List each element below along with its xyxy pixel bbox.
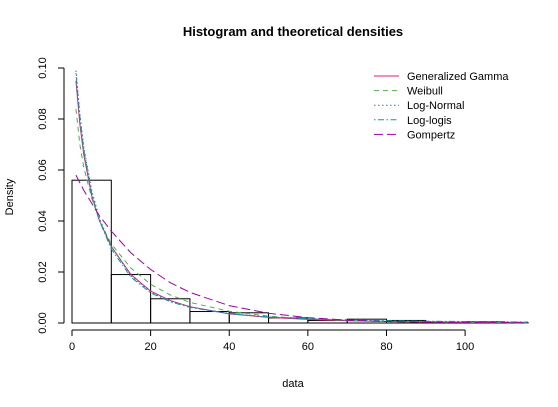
x-tick-label-1: 20 xyxy=(144,341,156,353)
x-tick-label-5: 100 xyxy=(456,341,474,353)
legend: Generalized Gamma Weibull Log-Normal Log-lo… xyxy=(374,71,509,141)
x-axis-label: data xyxy=(282,378,304,390)
histogram-bar-2 xyxy=(150,298,191,324)
density-curve-4 xyxy=(75,174,529,324)
chart-title: Histogram and theoretical densities xyxy=(183,24,403,39)
x-axis: 0 20 40 60 80 100 xyxy=(69,329,474,353)
histogram-bar-0 xyxy=(71,179,112,324)
y-tick-label-1: 0.02 xyxy=(37,261,49,282)
x-tick-label-2: 40 xyxy=(223,341,235,353)
density-curves xyxy=(75,70,529,324)
density-curve-2 xyxy=(75,70,529,323)
legend-label-0: Generalized Gamma xyxy=(407,71,509,83)
y-tick-label-0: 0.00 xyxy=(37,312,49,333)
y-tick-label-5: 0.10 xyxy=(37,57,49,78)
legend-label-2: Log-Normal xyxy=(407,100,464,112)
density-curve-1 xyxy=(75,108,529,324)
y-tick-label-3: 0.06 xyxy=(37,159,49,180)
y-tick-label-4: 0.08 xyxy=(37,108,49,129)
density-curve-3 xyxy=(75,73,529,323)
legend-label-4: Gompertz xyxy=(407,129,455,141)
y-axis: 0.00 0.02 0.04 0.06 0.08 0.10 xyxy=(37,57,65,334)
y-tick-label-2: 0.04 xyxy=(37,210,49,231)
x-tick-label-0: 0 xyxy=(69,341,75,353)
histogram-bins xyxy=(71,179,529,324)
y-axis-label: Density xyxy=(4,178,16,215)
x-tick-label-3: 60 xyxy=(302,341,314,353)
x-tick-label-4: 80 xyxy=(380,341,392,353)
legend-label-1: Weibull xyxy=(407,86,443,98)
histogram-bar-1 xyxy=(110,274,152,324)
legend-label-3: Log-logis xyxy=(407,115,452,127)
